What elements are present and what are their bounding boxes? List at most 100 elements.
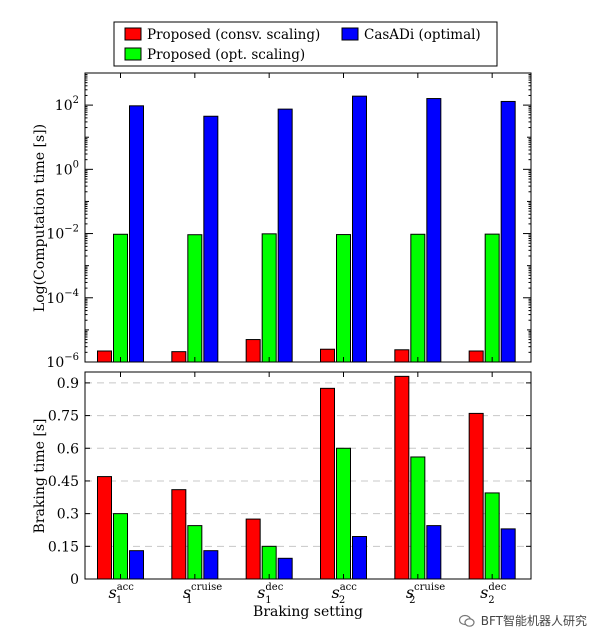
braking-time-panel: 00.150.30.450.60.750.9 Braking time [s] …: [32, 73, 532, 620]
top-bar-casadi-1: [203, 115, 219, 363]
watermark-text: BFT智能机器人研究: [480, 614, 587, 628]
top-bar-casadi-5: [500, 100, 516, 363]
top-y-tick-base: 10: [46, 355, 64, 371]
bottom-bar-consv-0: [97, 476, 112, 580]
watermark: BFT智能机器人研究: [458, 612, 587, 629]
x-category-label: sdec 1: [257, 582, 284, 606]
top-bar-opt-0: [113, 233, 128, 363]
top-y-tick-label: 102: [55, 95, 79, 114]
top-y-tick-label: 10−6: [46, 352, 79, 371]
legend-swatch-casadi: [341, 27, 359, 41]
top-y-tick-base: 10: [46, 227, 64, 243]
x-category-sub: 1: [116, 595, 122, 606]
top-y-tick-label: 100: [55, 159, 79, 178]
top-y-tick-base: 10: [55, 162, 73, 178]
top-y-tick-label: 10−2: [46, 224, 79, 243]
top-bar-opt-5: [484, 233, 500, 363]
x-category-base: s: [109, 583, 117, 602]
x-category-sup: acc: [340, 582, 358, 593]
bottom-y-tick-label: 0.15: [48, 539, 79, 555]
bottom-bar-opt-4: [410, 456, 426, 580]
x-category-base: s: [257, 583, 265, 602]
x-axis-label: Braking setting: [253, 604, 363, 620]
x-category-label: scruise 2: [406, 582, 445, 606]
x-category-sup: acc: [117, 582, 135, 593]
bottom-y-axis-label: Braking time [s]: [32, 419, 48, 534]
x-category-label: scruise 1: [183, 582, 222, 606]
bottom-bar-consv-4: [394, 375, 410, 580]
top-bar-consv-2: [245, 339, 261, 363]
top-y-tick-base: 10: [55, 98, 73, 114]
bottom-bar-opt-1: [187, 525, 203, 580]
top-bar-casadi-3: [352, 95, 367, 363]
bottom-bar-opt-5: [484, 492, 500, 580]
x-category-sup: dec: [265, 582, 283, 593]
top-y-tick-exp: 0: [73, 159, 79, 170]
x-category-label: sacc 1: [109, 582, 135, 606]
bottom-bar-casadi-4: [426, 525, 442, 580]
bottom-bar-casadi-2: [277, 557, 293, 580]
legend-label-opt: Proposed (opt. scaling): [147, 47, 305, 63]
bottom-bar-consv-1: [171, 489, 187, 580]
wechat-icon: [458, 614, 475, 627]
top-y-tick-base: 10: [46, 291, 64, 307]
bottom-bar-consv-3: [320, 387, 335, 580]
legend-label-casadi: CasADi (optimal): [364, 27, 481, 43]
top-bar-opt-4: [410, 233, 426, 363]
x-category-sub: 2: [339, 595, 345, 606]
legend-swatch-opt: [124, 47, 142, 61]
top-bar-casadi-0: [129, 105, 144, 363]
legend: Proposed (consv. scaling) Proposed (opt.…: [113, 21, 498, 67]
x-category-sub: 1: [186, 595, 192, 606]
bottom-bar-casadi-0: [129, 550, 144, 580]
top-y-tick-exp: 2: [73, 95, 79, 106]
x-category-sup: cruise: [414, 582, 445, 593]
bottom-y-tick-label: 0: [70, 572, 79, 588]
bottom-bar-consv-2: [245, 518, 261, 580]
legend-swatch-consv: [124, 27, 142, 41]
top-bar-opt-2: [261, 233, 277, 363]
x-category-base: s: [480, 583, 488, 602]
bottom-plot-frame: [84, 371, 532, 580]
top-y-tick-exp: −6: [64, 352, 79, 363]
bottom-bar-opt-3: [336, 447, 351, 580]
top-bar-opt-3: [336, 234, 351, 363]
top-y-tick-exp: −4: [64, 288, 79, 299]
top-bar-consv-5: [468, 350, 484, 363]
x-category-sub: 2: [409, 595, 415, 606]
bottom-y-tick-label: 0.75: [48, 409, 79, 425]
top-y-tick-label: 10−4: [46, 288, 79, 307]
bottom-y-tick-label: 0.3: [57, 507, 79, 523]
top-bar-consv-3: [320, 348, 335, 363]
top-bar-casadi-4: [426, 98, 442, 363]
top-bar-consv-1: [171, 351, 187, 363]
top-plot-frame: [84, 72, 532, 363]
x-category-sub: 2: [488, 595, 494, 606]
bottom-bar-casadi-5: [500, 528, 516, 580]
x-category-sup: cruise: [191, 582, 222, 593]
x-category-label: sacc 2: [332, 582, 358, 606]
x-category-base: s: [406, 583, 414, 602]
top-bar-opt-1: [187, 234, 203, 363]
bottom-bar-casadi-3: [352, 536, 367, 580]
x-category-base: s: [183, 583, 191, 602]
x-category-sup: dec: [488, 582, 506, 593]
top-y-axis-label: Log(Computation time [s]): [32, 124, 48, 312]
bottom-y-tick-label: 0.6: [57, 441, 79, 457]
top-bar-consv-4: [394, 349, 410, 363]
top-bar-casadi-2: [277, 108, 293, 363]
bottom-y-tick-label: 0.45: [48, 474, 79, 490]
x-category-base: s: [332, 583, 340, 602]
bottom-bar-casadi-1: [203, 550, 219, 580]
bottom-bar-opt-0: [113, 513, 128, 580]
x-category-sub: 1: [265, 595, 271, 606]
legend-label-consv: Proposed (consv. scaling): [147, 27, 320, 43]
x-category-label: sdec 2: [480, 582, 507, 606]
legend-box: [113, 21, 498, 67]
top-bar-consv-0: [97, 350, 112, 363]
bottom-y-tick-label: 0.9: [57, 376, 79, 392]
top-y-tick-exp: −2: [64, 224, 79, 235]
bottom-bar-consv-5: [468, 412, 484, 580]
